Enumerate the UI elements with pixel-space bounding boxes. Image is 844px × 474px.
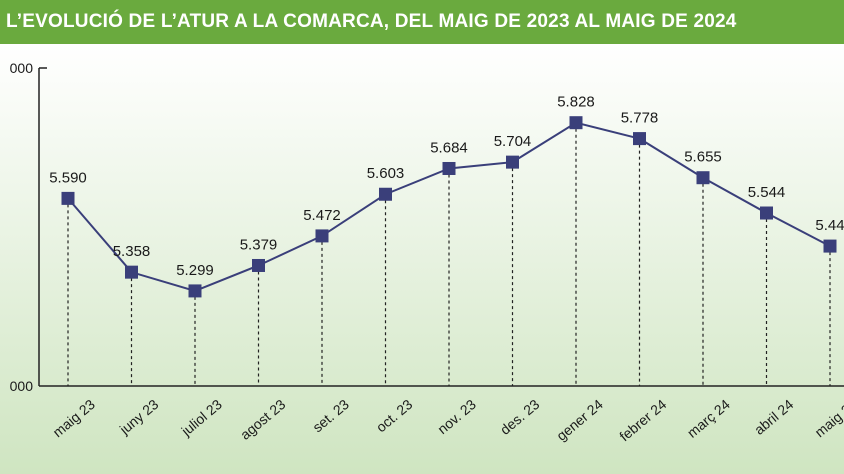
data-label: 5.379 (240, 236, 278, 253)
data-point (252, 258, 265, 272)
line-chart: 5.590 5.358 5.299 5.379 5.472 5.603 5.684 5.704… (0, 44, 844, 474)
data-label: 5.828 (557, 94, 595, 111)
y-tick-label: 000 (10, 60, 34, 76)
data-point (315, 229, 329, 243)
data-point (506, 155, 519, 169)
data-label: 5.299 (176, 262, 214, 279)
data-point (125, 265, 138, 279)
data-label: 5.655 (684, 149, 722, 166)
plot-background (0, 44, 844, 474)
data-label: 5.44 (815, 217, 844, 234)
data-label: 5.590 (49, 169, 87, 186)
data-point (442, 161, 456, 175)
data-label: 5.603 (367, 165, 405, 182)
data-point (569, 116, 583, 130)
data-point (61, 191, 75, 205)
title-bar: L’EVOLUCIÓ DE L’ATUR A LA COMARCA, DEL M… (0, 0, 844, 44)
data-point (696, 171, 710, 185)
data-point (760, 206, 773, 220)
data-point (379, 187, 392, 201)
data-label: 5.544 (748, 184, 786, 201)
data-label: 5.684 (430, 139, 468, 156)
data-label: 5.358 (113, 243, 151, 260)
data-point (188, 284, 202, 298)
data-label: 5.472 (303, 207, 341, 224)
data-point (633, 132, 646, 146)
y-tick-label: 000 (10, 378, 34, 394)
data-point (823, 239, 837, 253)
data-label: 5.778 (621, 110, 659, 127)
data-label: 5.704 (494, 133, 532, 150)
chart-title: L’EVOLUCIÓ DE L’ATUR A LA COMARCA, DEL M… (6, 11, 737, 32)
